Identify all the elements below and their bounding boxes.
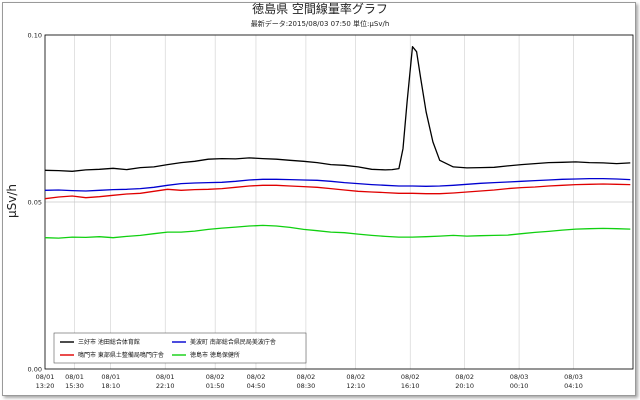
- y-tick-label: 0.05: [28, 199, 42, 207]
- y-tick-label: 0.00: [28, 366, 42, 374]
- x-tick-label-time: 13:20: [36, 382, 55, 390]
- x-tick-label-date: 08/01: [101, 373, 120, 381]
- x-tick-label-time: 04:10: [564, 382, 583, 390]
- x-tick-label-date: 08/01: [156, 373, 175, 381]
- x-tick-label-time: 00:10: [510, 382, 529, 390]
- series-lines: [44, 46, 631, 239]
- x-tick-label-time: 18:10: [101, 382, 120, 390]
- series-line-4: [44, 224, 631, 239]
- series-line-2: [44, 183, 631, 200]
- x-tick-label-time: 04:50: [247, 382, 266, 390]
- x-tick-label-date: 08/02: [401, 373, 420, 381]
- legend-label: 鳴門市 東部県土整備局鳴門庁舎: [78, 351, 164, 359]
- x-tick-label-time: 20:10: [455, 382, 474, 390]
- legend-box: [53, 332, 307, 364]
- axis-ticks: 0.000.050.1008/0113:2008/0115:3008/0118:…: [28, 32, 583, 391]
- x-tick-label-date: 08/01: [65, 373, 84, 381]
- x-tick-label-time: 15:30: [65, 382, 84, 390]
- chart-frame: [2, 2, 636, 396]
- series-line-1: [44, 46, 631, 172]
- x-tick-label-date: 08/02: [346, 373, 365, 381]
- x-tick-label-date: 08/03: [564, 373, 583, 381]
- legend-label: 徳島市 徳島保健所: [190, 351, 240, 359]
- grid: [44, 34, 633, 370]
- chart-subtitle: 最新データ:2015/08/03 07:50 単位:μSv/h: [251, 19, 390, 28]
- x-tick-label-time: 12:10: [346, 382, 365, 390]
- x-tick-label-date: 08/02: [297, 373, 316, 381]
- x-tick-label-time: 16:10: [401, 382, 420, 390]
- legend-label: 美波町 南部総合県民局美波庁舎: [190, 338, 276, 346]
- x-tick-label-date: 08/03: [510, 373, 529, 381]
- y-tick-label: 0.10: [28, 32, 42, 40]
- x-tick-label-time: 08:30: [297, 382, 316, 390]
- legend-label: 三好市 池田総合体育館: [78, 338, 140, 346]
- chart-title: 徳島県 空間線量率グラフ: [252, 1, 388, 16]
- x-tick-label-time: 01:50: [206, 382, 225, 390]
- series-line-3: [44, 177, 631, 192]
- x-tick-label-date: 08/01: [36, 373, 55, 381]
- y-axis-label: μSv/h: [5, 184, 19, 218]
- x-tick-label-date: 08/02: [206, 373, 225, 381]
- x-tick-label-time: 22:10: [156, 382, 175, 390]
- x-tick-label-date: 08/02: [247, 373, 266, 381]
- plot-area: [44, 34, 634, 370]
- x-tick-label-date: 08/02: [455, 373, 474, 381]
